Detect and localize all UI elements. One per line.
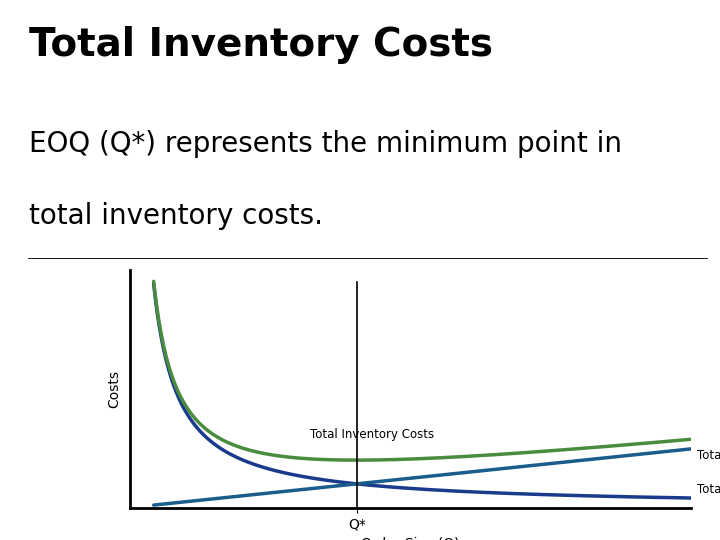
Text: Total Ordering Costs: Total Ordering Costs — [697, 483, 720, 496]
Text: Total Inventory Costs: Total Inventory Costs — [310, 429, 434, 442]
X-axis label: Order Size (Q): Order Size (Q) — [361, 537, 459, 540]
Text: Total Inventory Costs: Total Inventory Costs — [29, 26, 492, 64]
Text: total inventory costs.: total inventory costs. — [29, 202, 323, 230]
Text: EOQ (Q*) represents the minimum point in: EOQ (Q*) represents the minimum point in — [29, 130, 622, 158]
Y-axis label: Costs: Costs — [107, 370, 121, 408]
Text: Total Carrying Costs: Total Carrying Costs — [697, 449, 720, 462]
